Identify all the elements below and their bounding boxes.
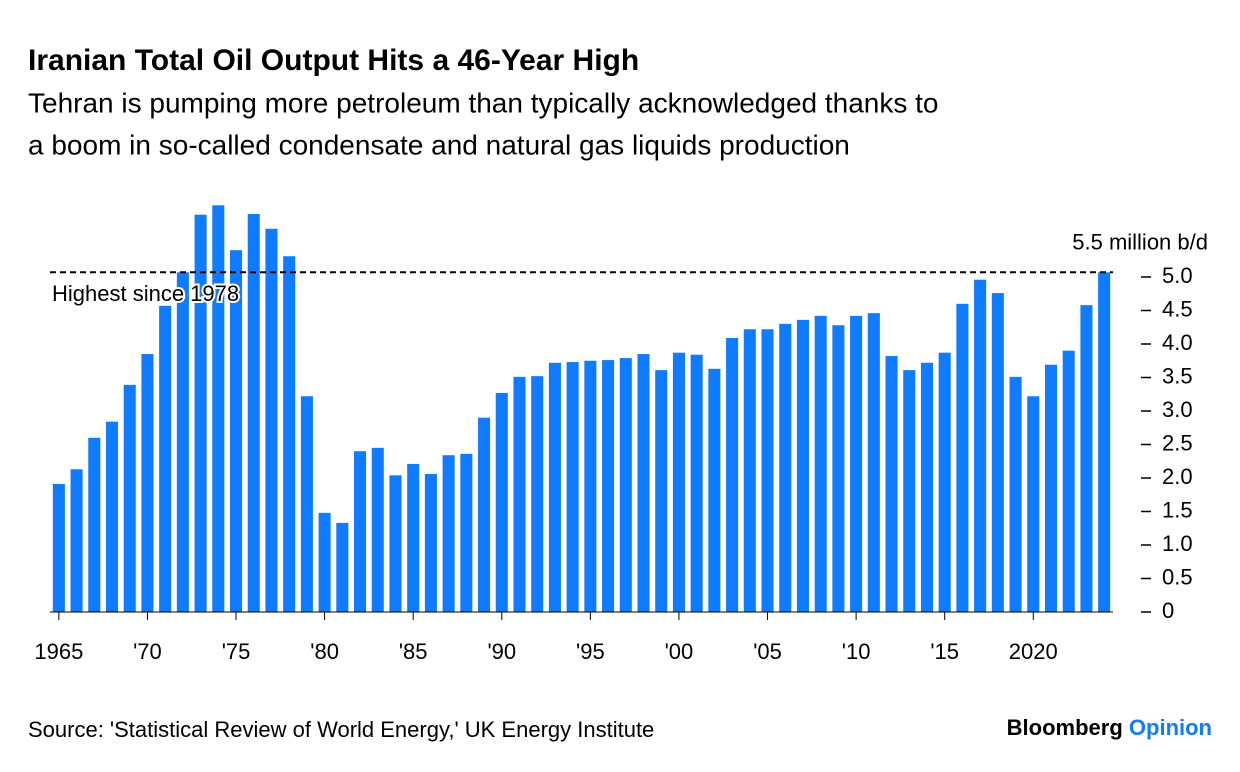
y-tick-label: 4.0 <box>1162 330 1193 355</box>
bar <box>194 214 207 612</box>
bar <box>903 370 916 612</box>
x-tick-label: '80 <box>310 639 339 664</box>
bar <box>283 256 296 612</box>
y-tick-label: 0 <box>1162 598 1174 623</box>
x-tick-label: '05 <box>753 639 782 664</box>
bar <box>885 356 898 612</box>
bar <box>354 451 367 612</box>
bar <box>690 354 703 612</box>
bar <box>708 368 721 612</box>
x-tick-label: '00 <box>665 639 694 664</box>
x-tick-label: '70 <box>133 639 162 664</box>
bar <box>655 370 668 612</box>
source: Source: 'Statistical Review of World Ene… <box>28 717 654 742</box>
bar <box>141 354 154 612</box>
bar <box>1027 396 1040 612</box>
bar <box>779 323 792 612</box>
x-tick-label: '90 <box>487 639 516 664</box>
x-tick-label: '85 <box>399 639 428 664</box>
bar <box>336 522 349 612</box>
bar <box>495 392 508 612</box>
bar <box>974 279 987 612</box>
bar <box>761 329 774 612</box>
y-tick-label: 4.5 <box>1162 296 1193 321</box>
bar <box>566 362 579 612</box>
x-tick-label: '10 <box>842 639 871 664</box>
bar <box>832 325 845 612</box>
y-tick-label: 3.0 <box>1162 397 1193 422</box>
brand-name: Bloomberg <box>1007 715 1123 740</box>
y-tick-label: 1.5 <box>1162 497 1193 522</box>
x-tick-label: '95 <box>576 639 605 664</box>
bar <box>52 484 65 612</box>
brand-suffix: Opinion <box>1129 715 1212 740</box>
bar <box>956 303 969 612</box>
y-tick-label: 2.5 <box>1162 430 1193 455</box>
bar <box>1098 272 1111 612</box>
bar <box>70 469 83 612</box>
bar <box>176 272 189 612</box>
bar <box>442 455 455 612</box>
bar <box>602 360 615 612</box>
bar <box>265 228 278 612</box>
y-tick-label: 5.0 <box>1162 263 1193 288</box>
bar <box>743 329 756 612</box>
reference-label: Highest since 1978 <box>52 281 239 306</box>
subtitle: a boom in so-called condensate and natur… <box>28 129 850 160</box>
bar <box>1009 376 1022 612</box>
bar <box>726 337 739 612</box>
bar <box>619 358 632 612</box>
y-tick-label: 2.0 <box>1162 464 1193 489</box>
bar <box>672 352 685 612</box>
chart-title: Iranian Total Oil Output Hits a 46-Year … <box>28 44 639 77</box>
brand: Bloomberg Opinion <box>1007 715 1212 740</box>
bar <box>318 512 331 612</box>
x-tick-label: '75 <box>222 639 251 664</box>
bar <box>938 352 951 612</box>
bar <box>300 396 313 612</box>
bar <box>920 362 933 612</box>
y-tick-label: 3.5 <box>1162 363 1193 388</box>
bar <box>531 376 544 612</box>
y-tick-label: 1.0 <box>1162 531 1193 556</box>
bar <box>1062 350 1075 612</box>
bar <box>478 417 491 612</box>
bar <box>1044 364 1058 612</box>
x-tick-label: 2020 <box>1009 639 1058 664</box>
bar <box>867 313 880 612</box>
bar <box>105 421 119 612</box>
bar <box>1080 305 1093 612</box>
bar <box>814 315 827 612</box>
bar <box>389 475 402 612</box>
bar <box>460 453 473 612</box>
bar <box>850 315 863 612</box>
bar <box>212 205 225 612</box>
bar <box>247 214 260 612</box>
x-tick-label: 1965 <box>34 639 83 664</box>
bar <box>159 305 172 612</box>
bar <box>88 437 101 612</box>
bar <box>548 362 561 612</box>
bar <box>637 354 650 612</box>
bar <box>424 473 437 612</box>
bar <box>584 360 597 612</box>
bar <box>371 447 384 612</box>
bar <box>796 319 809 612</box>
bar <box>230 250 243 612</box>
bar <box>123 384 136 612</box>
bar <box>991 293 1004 612</box>
y-tick-label: 0.5 <box>1162 564 1193 589</box>
x-tick-label: '15 <box>930 639 959 664</box>
bar <box>513 376 526 612</box>
bar <box>407 463 420 612</box>
y-tick-label: 5.5 million b/d <box>1072 229 1208 254</box>
subtitle: Tehran is pumping more petroleum than ty… <box>28 87 939 118</box>
